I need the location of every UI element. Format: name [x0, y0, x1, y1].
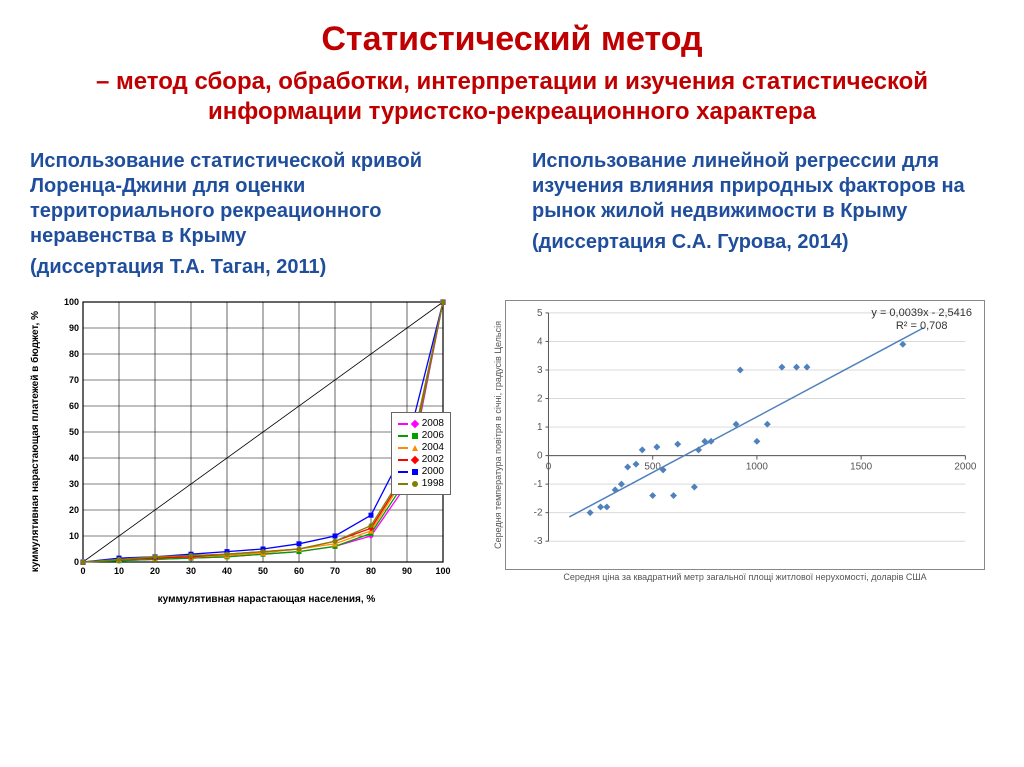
svg-text:30: 30	[69, 479, 79, 489]
columns: Использование статистической кривой Лоре…	[30, 149, 994, 280]
svg-text:60: 60	[294, 566, 304, 576]
svg-text:40: 40	[69, 453, 79, 463]
svg-text:4: 4	[537, 336, 543, 347]
svg-text:50: 50	[258, 566, 268, 576]
charts-row: куммулятивная нарастающая платежей в бюд…	[30, 292, 994, 605]
scatter-chart: -3-2-10123450500100015002000 y = 0,0039x…	[505, 300, 985, 570]
svg-text:0: 0	[80, 566, 85, 576]
svg-text:0: 0	[74, 557, 79, 567]
left-citation: (диссертация Т.А. Таган, 2011)	[30, 255, 492, 280]
svg-text:70: 70	[69, 375, 79, 385]
r2-line: R² = 0,708	[871, 320, 972, 333]
svg-text:100: 100	[64, 297, 79, 307]
subtitle: – метод сбора, обработки, интерпретации …	[30, 67, 994, 127]
svg-text:10: 10	[69, 531, 79, 541]
svg-text:1: 1	[537, 422, 543, 433]
svg-text:0: 0	[537, 451, 543, 462]
subtitle-text: метод сбора, обработки, интерпретации и …	[116, 68, 928, 125]
svg-text:60: 60	[69, 401, 79, 411]
svg-text:30: 30	[186, 566, 196, 576]
page-title: Статистический метод	[30, 20, 994, 59]
left-column: Использование статистической кривой Лоре…	[30, 149, 492, 280]
svg-text:50: 50	[69, 427, 79, 437]
regression-equation: y = 0,0039x - 2,5416 R² = 0,708	[871, 307, 972, 333]
svg-text:100: 100	[435, 566, 450, 576]
svg-text:3: 3	[537, 365, 543, 376]
svg-text:5: 5	[537, 308, 543, 319]
scatter-ylabel: Середня температура повітря в січні, гра…	[493, 321, 503, 549]
lorenz-xlabel: куммулятивная нарастающая населения, %	[70, 594, 463, 605]
svg-text:90: 90	[69, 323, 79, 333]
svg-text:1500: 1500	[850, 461, 873, 472]
svg-text:20: 20	[69, 505, 79, 515]
svg-text:80: 80	[69, 349, 79, 359]
lorenz-chart: 0 10 20 30 40 50 60 70 80 90 100 0 10 20 30 40 50 60 70 80 9…	[43, 292, 463, 592]
subtitle-dash: –	[96, 68, 109, 95]
svg-text:-3: -3	[534, 536, 543, 547]
svg-text:-1: -1	[534, 479, 543, 490]
scatter-xlabel: Середня ціна за квадратний метр загально…	[535, 572, 955, 582]
svg-text:40: 40	[222, 566, 232, 576]
svg-text:2000: 2000	[954, 461, 977, 472]
svg-text:1000: 1000	[746, 461, 769, 472]
svg-text:500: 500	[644, 461, 661, 472]
svg-text:80: 80	[366, 566, 376, 576]
svg-text:90: 90	[402, 566, 412, 576]
svg-text:70: 70	[330, 566, 340, 576]
svg-text:10: 10	[114, 566, 124, 576]
lorenz-block: куммулятивная нарастающая платежей в бюд…	[30, 292, 463, 605]
scatter-svg: -3-2-10123450500100015002000	[506, 301, 984, 569]
svg-text:20: 20	[150, 566, 160, 576]
eq-line: y = 0,0039x - 2,5416	[871, 307, 972, 320]
right-column: Использование линейной регрессии для изу…	[532, 149, 994, 280]
right-heading: Использование линейной регрессии для изу…	[532, 149, 994, 224]
scatter-block: Середня температура повітря в січні, гра…	[493, 292, 985, 582]
svg-text:2: 2	[537, 394, 543, 405]
right-citation: (диссертация С.А. Гурова, 2014)	[532, 230, 994, 255]
left-heading: Использование статистической кривой Лоре…	[30, 149, 492, 249]
lorenz-legend: 200820062004200220001998	[391, 412, 451, 495]
svg-text:-2: -2	[534, 508, 543, 519]
lorenz-ylabel: куммулятивная нарастающая платежей в бюд…	[30, 311, 41, 572]
